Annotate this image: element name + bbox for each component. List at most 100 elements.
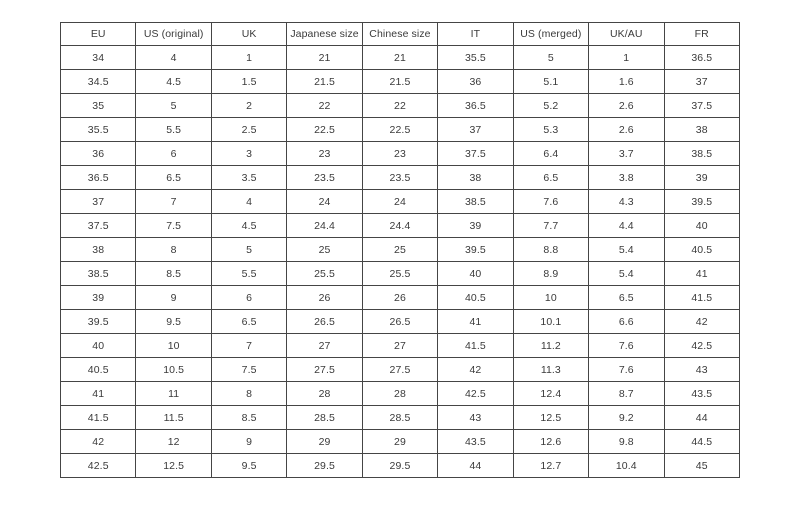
table-cell: 4 [135, 45, 212, 70]
table-cell: 43 [437, 405, 514, 430]
table-cell: 35.5 [437, 45, 514, 70]
table-cell: 43.5 [437, 429, 514, 454]
table-cell: 42 [663, 309, 740, 334]
table-cell: 1.6 [588, 69, 665, 94]
table-cell: 42.5 [663, 333, 740, 358]
table-cell: 6.5 [135, 165, 212, 190]
table-cell: 7 [135, 189, 212, 214]
table-row: 38 8 5 25 25 39.5 8.8 5.4 40.5 [59, 237, 740, 262]
table-cell: 42 [59, 429, 137, 454]
header-cell: Japanese size [286, 22, 363, 46]
table-cell: 23 [361, 141, 439, 166]
table-cell: 22.5 [286, 117, 363, 142]
table-cell: 23 [286, 141, 363, 166]
table-cell: 12 [135, 429, 212, 454]
table-cell: 6.5 [512, 165, 590, 190]
table-cell: 23.5 [286, 165, 363, 190]
table-cell: 7.6 [588, 357, 665, 382]
table-cell: 7.6 [588, 333, 665, 358]
table-cell: 44.5 [663, 429, 740, 454]
table-cell: 39 [59, 285, 137, 310]
header-row: EU US (original) UK Japanese size Chinese si… [59, 22, 740, 46]
table-cell: 1 [588, 45, 665, 70]
header-cell: EU [59, 22, 137, 46]
table-cell: 12.4 [512, 381, 590, 406]
table-cell: 28 [361, 381, 439, 406]
table-cell: 44 [663, 405, 740, 430]
table-cell: 9.5 [135, 309, 212, 334]
table-cell: 12.5 [512, 405, 590, 430]
table-cell: 4.5 [135, 69, 212, 94]
table-cell: 27.5 [361, 357, 439, 382]
table-cell: 26 [286, 285, 363, 310]
table-cell: 41 [59, 381, 137, 406]
table-cell: 29.5 [286, 453, 363, 478]
table-cell: 41.5 [663, 285, 740, 310]
table-cell: 11 [135, 381, 212, 406]
table-cell: 12.5 [135, 453, 212, 478]
table-cell: 29 [361, 429, 439, 454]
table-cell: 21 [361, 45, 439, 70]
table-cell: 22 [361, 93, 439, 118]
header-cell: FR [663, 22, 740, 46]
header-cell: US (merged) [512, 22, 590, 46]
table-cell: 27 [286, 333, 363, 358]
table-cell: 38.5 [59, 261, 137, 286]
table-cell: 25 [286, 237, 363, 262]
table-row: 37 7 4 24 24 38.5 7.6 4.3 39.5 [59, 189, 740, 214]
table-cell: 37.5 [59, 213, 137, 238]
table-row: 36.5 6.5 3.5 23.5 23.5 38 6.5 3.8 39 [59, 165, 740, 190]
table-cell: 3.5 [210, 165, 288, 190]
table-cell: 6.5 [588, 285, 665, 310]
table-cell: 4.3 [588, 189, 665, 214]
table-cell: 10.1 [512, 309, 590, 334]
table-cell: 5.4 [588, 237, 665, 262]
table-cell: 7.7 [512, 213, 590, 238]
table-cell: 37.5 [437, 141, 514, 166]
table-cell: 38 [59, 237, 137, 262]
table-cell: 41.5 [437, 333, 514, 358]
table-cell: 37 [59, 189, 137, 214]
table-cell: 10.5 [135, 357, 212, 382]
table-cell: 28.5 [361, 405, 439, 430]
table-cell: 8.9 [512, 261, 590, 286]
table-cell: 40.5 [663, 237, 740, 262]
table-cell: 39.5 [59, 309, 137, 334]
header-cell: US (original) [135, 22, 212, 46]
table-cell: 42.5 [59, 453, 137, 478]
table-cell: 7.5 [210, 357, 288, 382]
header-cell: IT [437, 22, 514, 46]
table-cell: 9.5 [210, 453, 288, 478]
table-cell: 29 [286, 429, 363, 454]
table-cell: 6.6 [588, 309, 665, 334]
table-cell: 5 [135, 93, 212, 118]
table-cell: 12.7 [512, 453, 590, 478]
table-cell: 24.4 [286, 213, 363, 238]
table-row: 39 9 6 26 26 40.5 10 6.5 41.5 [59, 285, 740, 310]
table-cell: 5.2 [512, 93, 590, 118]
table-cell: 7.5 [135, 213, 212, 238]
table-row: 39.5 9.5 6.5 26.5 26.5 41 10.1 6.6 42 [59, 309, 740, 334]
table-cell: 6 [135, 141, 212, 166]
table-cell: 38 [437, 165, 514, 190]
table-cell: 3 [210, 141, 288, 166]
table-cell: 8.5 [135, 261, 212, 286]
table-cell: 40.5 [437, 285, 514, 310]
header-cell: Chinese size [361, 22, 439, 46]
table-cell: 21.5 [361, 69, 439, 94]
table-row: 35.5 5.5 2.5 22.5 22.5 37 5.3 2.6 38 [59, 117, 740, 142]
table-cell: 5.1 [512, 69, 590, 94]
table-cell: 40.5 [59, 357, 137, 382]
table-row: 36 6 3 23 23 37.5 6.4 3.7 38.5 [59, 141, 740, 166]
table-cell: 44 [437, 453, 514, 478]
table-cell: 6.4 [512, 141, 590, 166]
table-cell: 45 [663, 453, 740, 478]
table-row: 34 4 1 21 21 35.5 5 1 36.5 [59, 45, 740, 70]
table-cell: 4.4 [588, 213, 665, 238]
table-row: 40 10 7 27 27 41.5 11.2 7.6 42.5 [59, 333, 740, 358]
table-cell: 38 [663, 117, 740, 142]
table-cell: 25 [361, 237, 439, 262]
table-cell: 24 [361, 189, 439, 214]
table-cell: 12.6 [512, 429, 590, 454]
table-cell: 28 [286, 381, 363, 406]
